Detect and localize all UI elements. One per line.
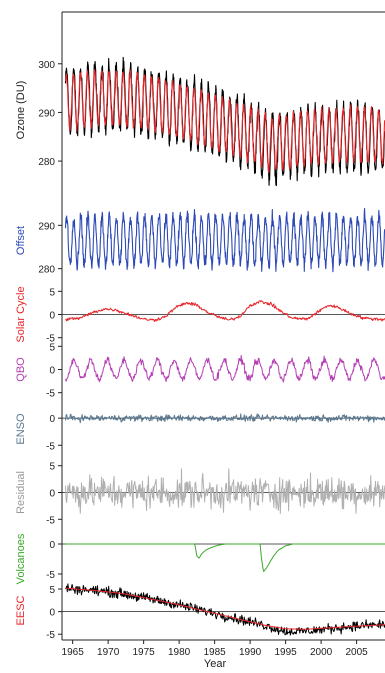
y-tick-label: -5 — [46, 570, 55, 581]
y-tick-label: -5 — [46, 441, 55, 452]
y-axis-label-enso: ENSO — [15, 413, 27, 445]
x-tick-label: 1995 — [274, 647, 297, 658]
panel-offset: Offset 280 290 — [15, 207, 385, 276]
figure-frame — [61, 11, 385, 641]
y-axis-label-volcanoes: Volcanoes — [15, 533, 27, 584]
y-tick-label: 290 — [38, 221, 55, 232]
series-line-eesc-0 — [65, 583, 385, 636]
x-tick-label: 1990 — [239, 647, 262, 658]
chart-panels: Ozone (DU) 280 290 300 Offset 280 290 Solar Cyc… — [15, 56, 385, 641]
y-tick-label: 280 — [38, 157, 55, 168]
series-line-enso-0 — [65, 413, 385, 424]
panel-solar: Solar Cycle -5 0 5 — [15, 286, 385, 345]
series-line-offset-0 — [64, 207, 385, 273]
series-line-residual-0 — [65, 468, 385, 515]
y-tick-label: 5 — [49, 342, 55, 353]
y-tick-label: 0 — [49, 608, 55, 619]
y-tick-label: 0 — [49, 366, 55, 377]
y-tick-label: -5 — [46, 630, 55, 641]
y-tick-label: 5 — [49, 287, 55, 298]
y-axis-label-residual: Residual — [15, 471, 27, 514]
y-axis-label-qbo: QBO — [15, 357, 27, 382]
series-line-qbo-0 — [65, 354, 385, 383]
x-tick-label: 1980 — [168, 647, 191, 658]
y-tick-label: 0 — [49, 540, 55, 551]
series-line-solar-0 — [65, 300, 385, 322]
y-axis-label-solar: Solar Cycle — [15, 286, 27, 342]
y-tick-label: 300 — [38, 60, 55, 71]
y-axis-label-ozone: Ozone (DU) — [15, 81, 27, 140]
series-line-eesc-1 — [65, 587, 385, 630]
x-tick-label: 2000 — [310, 647, 333, 658]
y-tick-label: 290 — [38, 108, 55, 119]
x-tick-label: 1965 — [62, 647, 85, 658]
y-tick-label: 5 — [49, 585, 55, 596]
y-axis-label-eesc: EESC — [15, 595, 27, 625]
y-tick-label: -5 — [46, 389, 55, 400]
x-tick-label: 1975 — [133, 647, 156, 658]
y-tick-label: -5 — [46, 334, 55, 345]
series-line-ozone-1 — [64, 68, 385, 173]
x-tick-label: 1985 — [204, 647, 227, 658]
y-axis-label-offset: Offset — [15, 226, 27, 255]
series-line-volcanoes-0 — [65, 543, 385, 572]
x-tick-label: 1970 — [97, 647, 120, 658]
y-tick-label: 0 — [49, 414, 55, 425]
x-axis-label: Year — [204, 658, 227, 670]
y-tick-label: 0 — [49, 311, 55, 322]
panel-residual: Residual -5 0 5 — [15, 462, 385, 526]
y-tick-label: 5 — [49, 462, 55, 473]
panel-qbo: QBO -5 0 5 — [15, 342, 385, 400]
panel-enso: ENSO -5 0 — [15, 413, 385, 452]
y-tick-label: -5 — [46, 515, 55, 526]
panel-ozone: Ozone (DU) 280 290 300 — [15, 56, 385, 187]
panel-volcanoes: Volcanoes -5 0 — [15, 533, 385, 584]
y-tick-label: 0 — [49, 489, 55, 500]
panel-eesc: EESC -5 0 5 — [15, 583, 385, 641]
x-tick-label: 2005 — [345, 647, 368, 658]
y-tick-label: 280 — [38, 265, 55, 276]
x-axis: Year 1965 1970 1975 1980 1985 1990 1995 2000 200… — [62, 640, 368, 670]
